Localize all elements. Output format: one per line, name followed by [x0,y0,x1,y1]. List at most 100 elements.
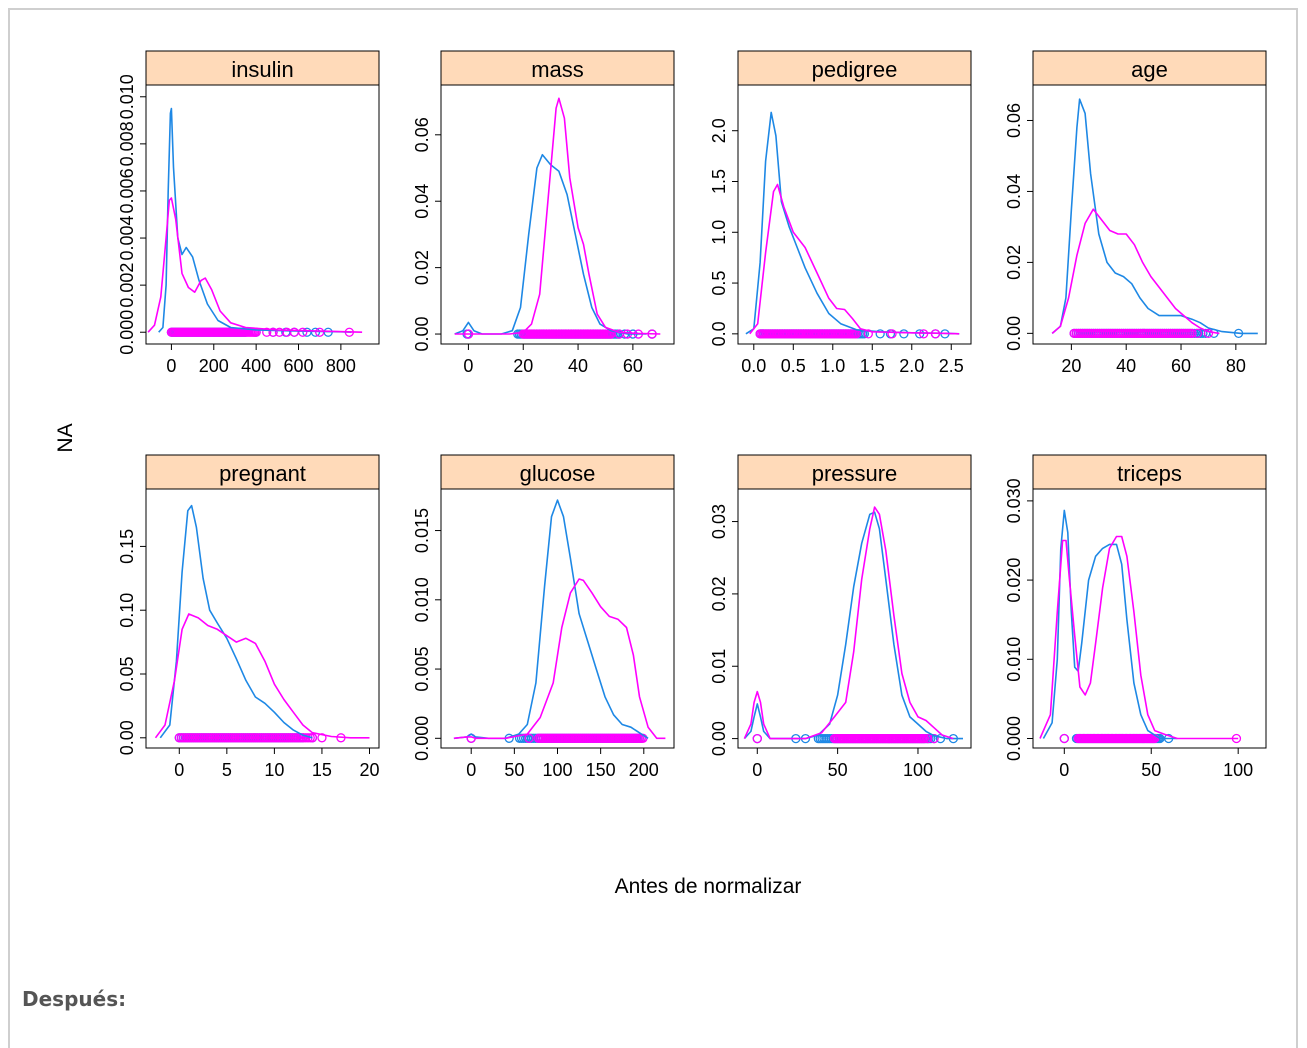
y-tick-label: 0.00 [709,721,729,756]
x-tick-label: 60 [1171,356,1191,376]
x-tick-label: 200 [199,356,229,376]
y-tick-label: 0.000 [1004,716,1024,761]
x-tick-label: 50 [1141,760,1161,780]
y-tick-label: 0.004 [117,216,137,261]
panel-glucose: glucose 0 50 100 150 200 0.000 0.005 0.010 0.015 [412,454,675,780]
rug-point [1059,733,1069,744]
panel-box [1032,84,1267,345]
x-tick-label: 20 [1061,356,1081,376]
x-tick-label: 400 [241,356,271,376]
panel-age: age 20 40 60 80 0.00 0.02 0.04 0.06 [1004,50,1267,376]
rug-point [915,329,925,339]
y-tick-label: 0.00 [412,317,432,352]
y-tick-label: 0.02 [709,576,729,611]
rug-point [1192,328,1203,339]
rug-point [307,733,318,743]
density-curve-blue [745,111,960,335]
density-curve-magenta [453,578,666,740]
y-tick-label: 0.15 [117,529,137,564]
panel-box [440,84,675,345]
y-tick-label: 0.008 [117,121,137,166]
x-tick-label: 60 [623,356,643,376]
x-tick-label: 40 [568,356,588,376]
y-tick-label: 0.10 [117,593,137,628]
density-curve-magenta [749,183,960,335]
panel-strip [1032,50,1267,86]
x-tick-label: 0.0 [741,356,766,376]
x-tick-label: 100 [542,760,572,780]
density-curve-blue [743,511,963,740]
rug-point [875,329,885,339]
x-axis-label: Antes de normalizar [615,875,802,898]
rug-magenta [166,327,354,337]
rug-point [268,327,278,337]
x-tick-label: 1.5 [860,356,885,376]
y-tick-label: 1.0 [709,220,729,245]
density-curve-blue [158,107,352,333]
x-tick-label: 40 [1116,356,1136,376]
y-tick-label: 1.5 [709,169,729,194]
density-curve-magenta [154,613,370,739]
x-tick-label: 20 [513,356,533,376]
density-curve-magenta [1039,535,1239,740]
y-tick-label: 0.05 [117,656,137,691]
x-tick-label: 800 [326,356,356,376]
panel-box [1032,488,1267,749]
x-tick-label: 0 [752,760,762,780]
x-tick-label: 20 [359,760,379,780]
y-tick-label: 0.0 [709,321,729,346]
rug-point [524,733,534,743]
panel-pregnant: pregnant 0 5 10 15 20 0.00 0.05 0.10 0.15 [117,454,380,780]
density-curve-blue [1051,98,1258,335]
rug-point [863,329,873,339]
y-tick-label: 0.03 [709,504,729,539]
density-curve-magenta [454,97,661,335]
x-tick-label: 0 [174,760,184,780]
panel-strip [737,454,972,490]
density-curve-magenta [1051,208,1220,335]
y-tick-label: 0.005 [412,647,432,692]
panel-title: age [1131,57,1168,82]
y-tick-label: 0.5 [709,271,729,296]
y-tick-label: 0.015 [412,508,432,553]
x-tick-label: 100 [1223,760,1253,780]
after-caption: Después: [22,987,127,1011]
x-tick-label: 10 [264,760,284,780]
y-tick-label: 0.020 [1004,558,1024,603]
panel-pressure: pressure 0 50 100 0.00 0.01 0.02 0.03 [709,454,972,780]
x-tick-label: 150 [586,760,616,780]
panel-strip [737,50,972,86]
panel-title: glucose [520,461,596,486]
rug-magenta [755,329,941,339]
panel-pedigree: pedigree 0.0 0.5 1.0 1.5 2.0 2.5 0.0 0.5 1.0 1.5 2.… [709,50,972,376]
rug-point [922,733,933,744]
panel-title: pressure [812,461,898,486]
rug-magenta [463,329,657,339]
x-tick-label: 80 [1226,356,1246,376]
x-tick-label: 0 [466,760,476,780]
y-tick-label: 0.006 [117,168,137,213]
y-tick-label: 0.02 [1004,245,1024,280]
y-tick-label: 0.00 [117,720,137,755]
panel-box [145,488,380,749]
x-tick-label: 2.5 [939,356,964,376]
y-tick-label: 0.010 [412,577,432,622]
y-tick-label: 0.00 [1004,316,1024,351]
x-tick-label: 5 [222,760,232,780]
panel-mass: mass 0 20 40 60 0.00 0.02 0.04 0.06 [412,50,675,376]
y-tick-label: 0.010 [117,74,137,119]
rug-point [887,329,897,339]
content-frame [8,8,1298,1048]
x-tick-label: 0 [1059,760,1069,780]
panel-box [737,488,972,749]
x-tick-label: 600 [283,356,313,376]
rug-point [752,733,762,744]
y-tick-label: 0.002 [117,263,137,308]
density-curve-blue [1042,509,1178,740]
rug-point [929,733,939,744]
panel-title: pregnant [219,461,306,486]
y-tick-label: 0.000 [117,310,137,355]
